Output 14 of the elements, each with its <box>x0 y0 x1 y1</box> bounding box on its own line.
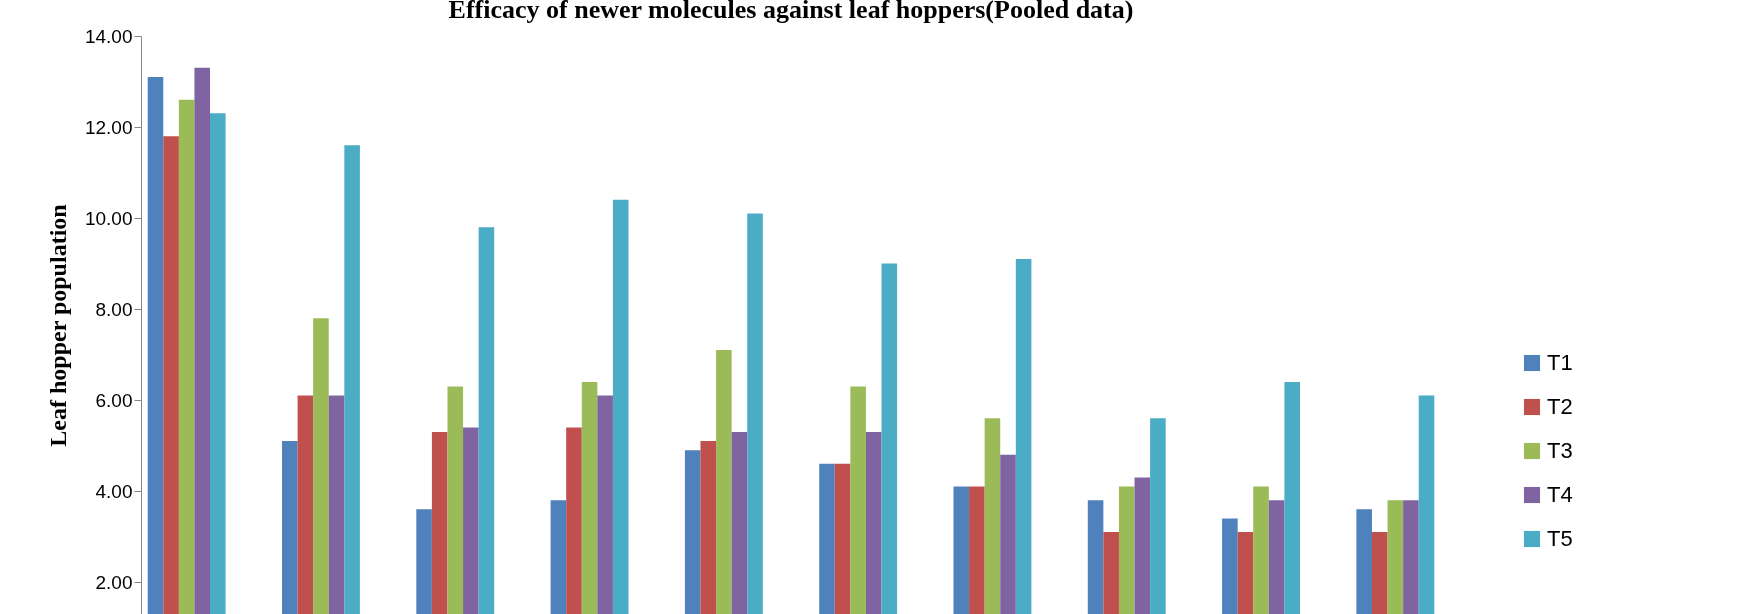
legend-label: T3 <box>1547 438 1573 463</box>
legend-label: T1 <box>1547 350 1573 375</box>
y-tick-label: 2.00 <box>95 571 133 593</box>
chart-title: Efficacy of newer molecules against leaf hoppers(Pooled data) <box>448 0 1134 24</box>
y-tick-label: 10.00 <box>84 207 133 229</box>
y-tick-label: 4.00 <box>95 480 133 502</box>
legend-label: T5 <box>1547 526 1573 551</box>
y-axis-title: Leaf hopper population <box>44 204 71 447</box>
legend-label: T2 <box>1547 394 1573 419</box>
y-tick-label: 8.00 <box>95 298 133 320</box>
legend-label: T4 <box>1547 482 1573 507</box>
y-tick-label: 14.00 <box>84 25 133 47</box>
y-tick-label: 6.00 <box>95 389 133 411</box>
y-tick-label: 12.00 <box>84 116 133 138</box>
